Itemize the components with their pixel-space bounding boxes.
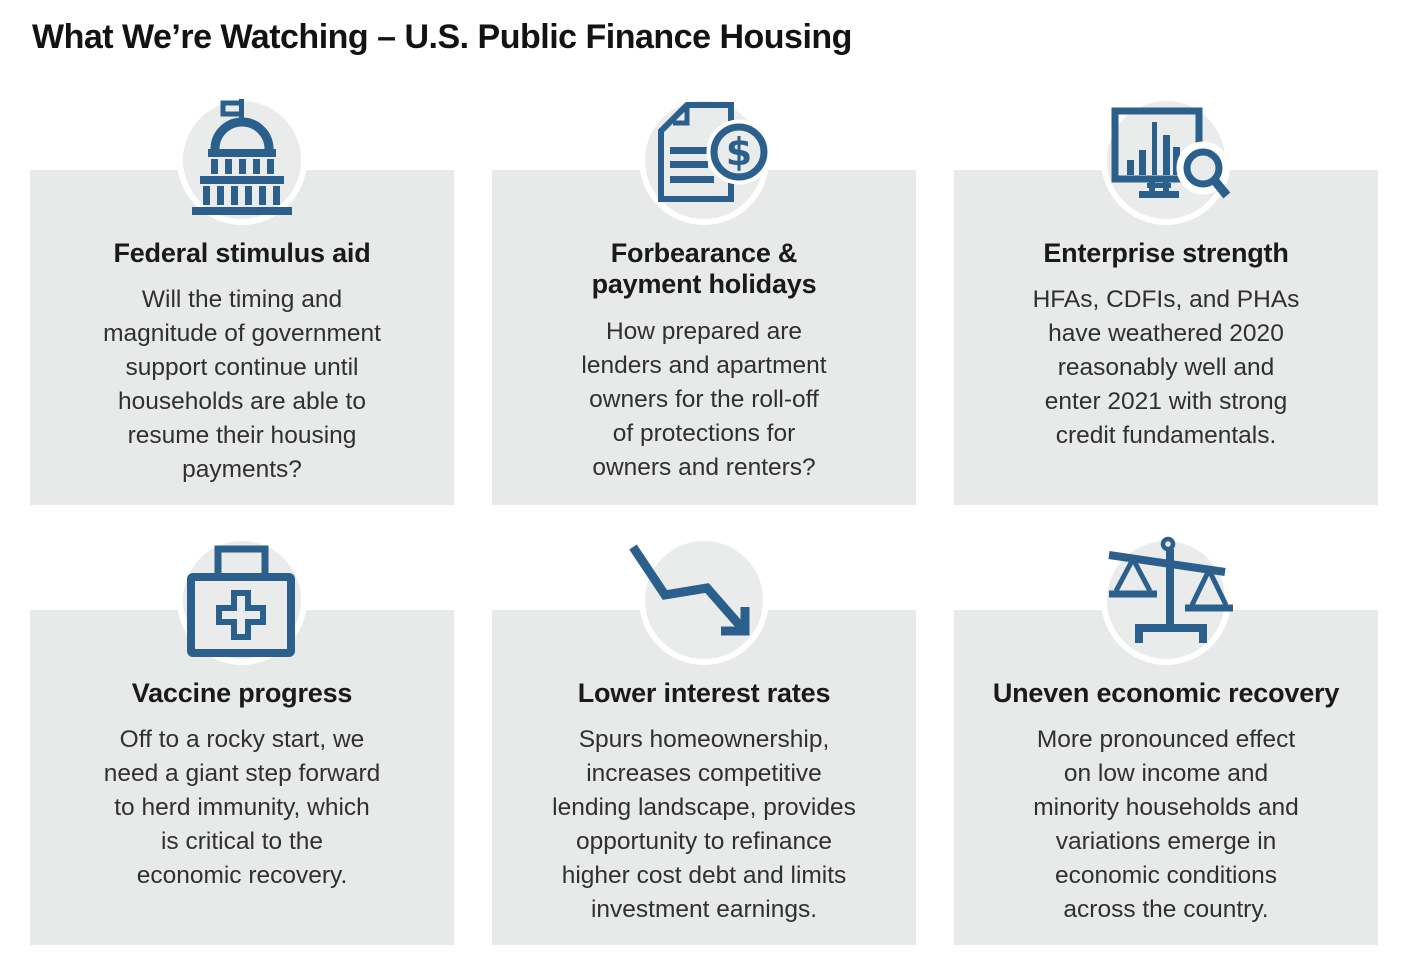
card-title: Enterprise strength <box>1043 238 1289 268</box>
icon-circle <box>629 535 769 665</box>
unbalanced-scales-icon <box>1108 536 1233 643</box>
bar-chart-magnifier-icon <box>1111 107 1231 199</box>
card-vaccine-progress: Vaccine progress Off to a rocky start, w… <box>30 535 454 945</box>
document-dollar-icon: $ <box>658 102 772 202</box>
card-body: HFAs, CDFIs, and PHAs have weathered 202… <box>1032 286 1300 450</box>
card-title: Federal stimulus aid <box>113 238 371 268</box>
card-forbearance-payment-holidays: $ Forbearance & payment holidays How pre… <box>492 95 916 505</box>
card-body: How prepared are lenders and apartment o… <box>581 317 827 481</box>
card-title: Forbearance & payment holidays <box>591 238 817 300</box>
card-title: Uneven economic recovery <box>992 678 1340 708</box>
card-body: Spurs homeownership, increases competiti… <box>552 726 856 924</box>
card-lower-interest-rates: Lower interest rates Spurs homeownership… <box>492 535 916 945</box>
dollar-glyph: $ <box>726 130 752 174</box>
card-title: Lower interest rates <box>577 678 831 708</box>
icon-circle <box>1101 535 1233 665</box>
medical-bag-icon <box>187 545 295 657</box>
icon-circle <box>177 95 307 225</box>
card-federal-stimulus-aid: Federal stimulus aid Will the timing and… <box>30 95 454 505</box>
cards-grid: Federal stimulus aid Will the timing and… <box>30 95 1378 945</box>
page-title: What We’re Watching – U.S. Public Financ… <box>32 18 852 56</box>
card-body: Will the timing and magnitude of governm… <box>103 286 381 484</box>
icon-circle <box>1101 95 1231 225</box>
card-title: Vaccine progress <box>131 678 353 708</box>
card-enterprise-strength: Enterprise strength HFAs, CDFIs, and PHA… <box>954 95 1378 505</box>
capitol-icon <box>192 99 292 215</box>
declining-trend-arrow-icon <box>629 544 750 636</box>
card-uneven-economic-recovery: Uneven economic recovery More pronounced… <box>954 535 1378 945</box>
icon-circle <box>177 535 307 665</box>
icon-circle: $ <box>639 95 772 225</box>
card-body: More pronounced effect on low income and… <box>1033 726 1299 924</box>
card-body: Off to a rocky start, we need a giant st… <box>103 726 381 890</box>
